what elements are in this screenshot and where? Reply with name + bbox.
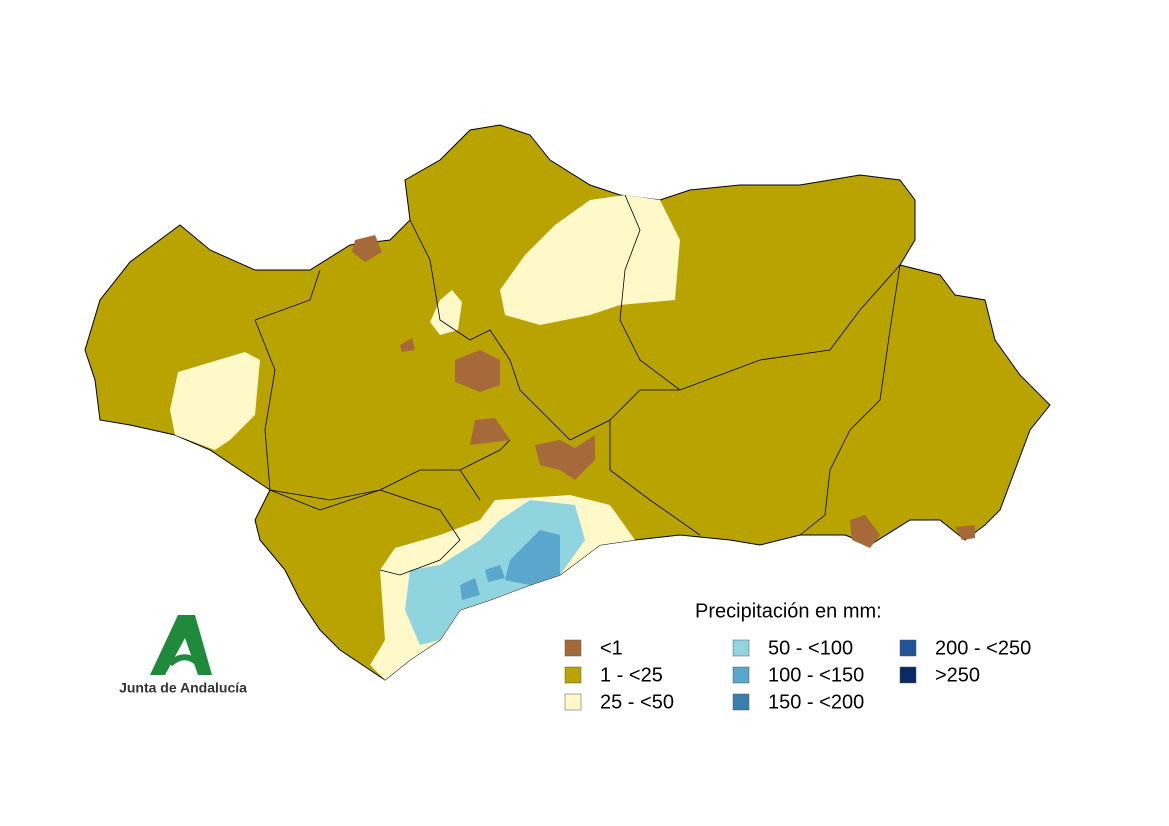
region-map <box>84 124 1051 681</box>
logo-mark <box>167 654 203 668</box>
logo: Junta de Andalucía <box>119 615 247 696</box>
legend-title: Precipitación en mm: <box>695 600 882 622</box>
legend-label: <1 <box>600 637 623 659</box>
logo-text: Junta de Andalucía <box>119 680 247 696</box>
zone-light <box>430 290 462 335</box>
legend-swatch <box>564 639 582 657</box>
legend-swatch <box>732 693 750 711</box>
legend-swatch <box>564 693 582 711</box>
legend-label: 50 - <100 <box>768 637 853 659</box>
legend-label: 25 - <50 <box>600 691 674 713</box>
legend-label: 1 - <25 <box>600 664 663 686</box>
logo-mark <box>150 615 212 675</box>
andalusia-base <box>84 124 1051 681</box>
legend-swatch <box>732 639 750 657</box>
zone-light <box>170 352 260 450</box>
legend-swatch <box>899 666 917 684</box>
legend-swatch <box>564 666 582 684</box>
legend-label: 100 - <150 <box>768 664 864 686</box>
province-border <box>254 194 901 576</box>
legend-label: 200 - <250 <box>935 637 1031 659</box>
legend: Precipitación en mm: <1 1 - <25 25 - <50 50… <box>564 600 1031 713</box>
zone-blue-mid <box>460 530 560 600</box>
legend-swatch <box>732 666 750 684</box>
province-borders <box>254 194 901 576</box>
zone-light <box>500 195 680 325</box>
legend-swatch <box>899 639 917 657</box>
legend-label: >250 <box>935 664 980 686</box>
legend-label: 150 - <200 <box>768 691 864 713</box>
